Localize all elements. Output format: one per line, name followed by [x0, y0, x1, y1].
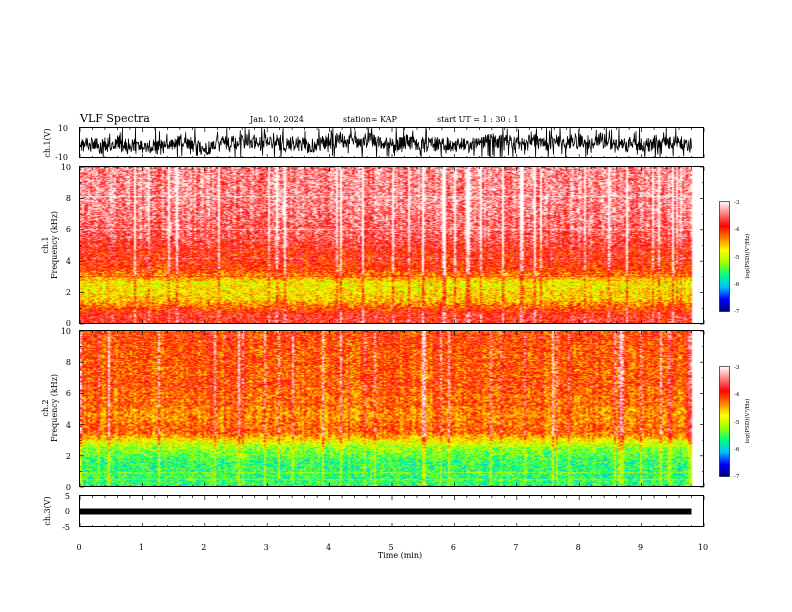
ch1-cb-tick-m6: -6	[734, 282, 740, 288]
ch2-cb-tick-m3: -3	[734, 365, 740, 371]
x-tick-7: 7	[513, 543, 518, 552]
x-tick-5: 5	[388, 543, 393, 552]
ch2-spec-ytick-10: 10	[61, 327, 71, 336]
ch2-cb-tick-m7: -7	[734, 474, 740, 480]
ch2-spectrogram-frame	[79, 330, 704, 487]
ch2-cb-tick-m5: -5	[734, 420, 740, 426]
ch1-spec-ylabel: Frequency (kHz)	[50, 211, 59, 279]
ch3-wave-ytick-minus5: -5	[62, 523, 70, 532]
x-tick-0: 0	[76, 543, 81, 552]
x-tick-10: 10	[698, 543, 708, 552]
ch2-cb-tick-m4: -4	[734, 392, 740, 398]
ch1-colorbar	[719, 201, 730, 312]
ch1-waveform-trace	[79, 127, 692, 159]
x-tick-4: 4	[326, 543, 331, 552]
ch1-cb-tick-m5: -5	[734, 255, 740, 261]
figure-title: VLF Spectra	[79, 112, 150, 125]
x-tick-6: 6	[451, 543, 456, 552]
ch1-waveform-frame	[79, 127, 704, 158]
ch1-spec-ytick-0: 0	[66, 319, 71, 328]
ch1-spec-ytick-4: 4	[66, 257, 71, 266]
ch2-spec-ylabel: Frequency (kHz)	[50, 374, 59, 442]
start-time-label: start UT = 1 : 30 : 1	[437, 115, 518, 124]
ch1-colorbar-label: log(PSD)(V²/Hz)	[744, 234, 751, 279]
ch2-spec-ytick-4: 4	[66, 421, 71, 430]
date-label: Jan. 10, 2024	[249, 115, 304, 124]
ch2-colorbar-label: log(PSD)(V²/Hz)	[744, 399, 751, 444]
x-tick-8: 8	[576, 543, 581, 552]
x-tick-1: 1	[139, 543, 144, 552]
x-tick-2: 2	[201, 543, 206, 552]
ch2-spectrogram	[80, 331, 704, 486]
ch2-colorbar	[719, 366, 730, 477]
ch1-cb-tick-m7: -7	[734, 309, 740, 315]
ch3-waveform-frame	[79, 495, 704, 527]
ch1-wave-ytick-bottom: -10	[55, 153, 68, 162]
x-axis-ticks	[79, 128, 705, 527]
ch2-spec-ytick-6: 6	[66, 389, 71, 398]
ch2-spec-ytick-8: 8	[66, 358, 71, 367]
ch3-wave-ytick-5: 5	[65, 492, 70, 501]
ch1-cb-tick-m4: -4	[734, 227, 740, 233]
ch1-spec-ylabel-channel: ch.1	[41, 236, 50, 253]
ch1-wave-ylabel: ch.1(V)	[43, 128, 52, 157]
ch3-wave-ylabel: ch.3(V)	[43, 496, 52, 525]
ch2-spec-ytick-0: 0	[66, 483, 71, 492]
x-axis-label: Time (min)	[378, 551, 422, 560]
ch1-spec-ytick-2: 2	[66, 288, 71, 297]
ch1-spec-ytick-10: 10	[61, 163, 71, 172]
ch1-wave-ytick-top: 10	[58, 124, 68, 133]
station-label: station= KAP	[343, 115, 398, 124]
ch1-spec-ytick-8: 8	[66, 194, 71, 203]
ch1-spec-ytick-6: 6	[66, 225, 71, 234]
x-tick-9: 9	[638, 543, 643, 552]
ch1-spectrogram-frame	[79, 166, 704, 324]
x-tick-3: 3	[264, 543, 269, 552]
ch1-spectrogram	[80, 167, 704, 323]
ch2-spec-ylabel-channel: ch.2	[41, 399, 50, 416]
ch1-cb-tick-m3: -3	[734, 200, 740, 206]
ch3-waveform-trace	[80, 508, 692, 515]
ch2-spec-ytick-2: 2	[66, 452, 71, 461]
x-axis-tick-labels: 0 1 2 3 4 5 6 7 8 9 10	[76, 543, 708, 552]
ch3-wave-ytick-0: 0	[65, 507, 70, 516]
ch2-cb-tick-m6: -6	[734, 447, 740, 453]
